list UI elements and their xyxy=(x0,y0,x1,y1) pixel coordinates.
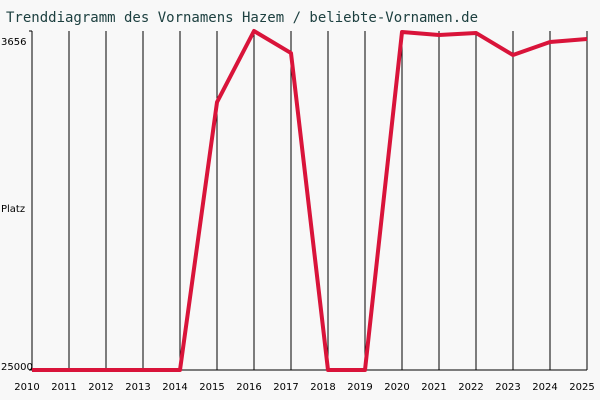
x-tick-label: 2022 xyxy=(458,382,483,393)
x-tick-label: 2021 xyxy=(421,382,446,393)
x-tick-label: 2010 xyxy=(14,382,39,393)
x-tick-label: 2011 xyxy=(51,382,76,393)
x-tick-label: 2019 xyxy=(347,382,372,393)
x-tick-label: 2025 xyxy=(569,382,594,393)
x-tick-label: 2017 xyxy=(273,382,298,393)
chart-title: Trenddiagramm des Vornamens Hazem / beli… xyxy=(6,10,478,26)
x-tick-label: 2018 xyxy=(310,382,335,393)
x-tick-label: 2020 xyxy=(384,382,409,393)
x-tick-label: 2023 xyxy=(495,382,520,393)
y-tick-label: 3656 xyxy=(1,37,26,48)
x-tick-label: 2015 xyxy=(199,382,224,393)
x-tick-label: 2024 xyxy=(532,382,557,393)
y-tick-label: 25000 xyxy=(1,362,33,373)
x-tick-label: 2016 xyxy=(236,382,261,393)
y-axis-label: Platz xyxy=(1,204,25,215)
x-tick-label: 2013 xyxy=(125,382,150,393)
x-tick-label: 2014 xyxy=(162,382,187,393)
x-tick-label: 2012 xyxy=(88,382,113,393)
data-line xyxy=(32,29,588,372)
